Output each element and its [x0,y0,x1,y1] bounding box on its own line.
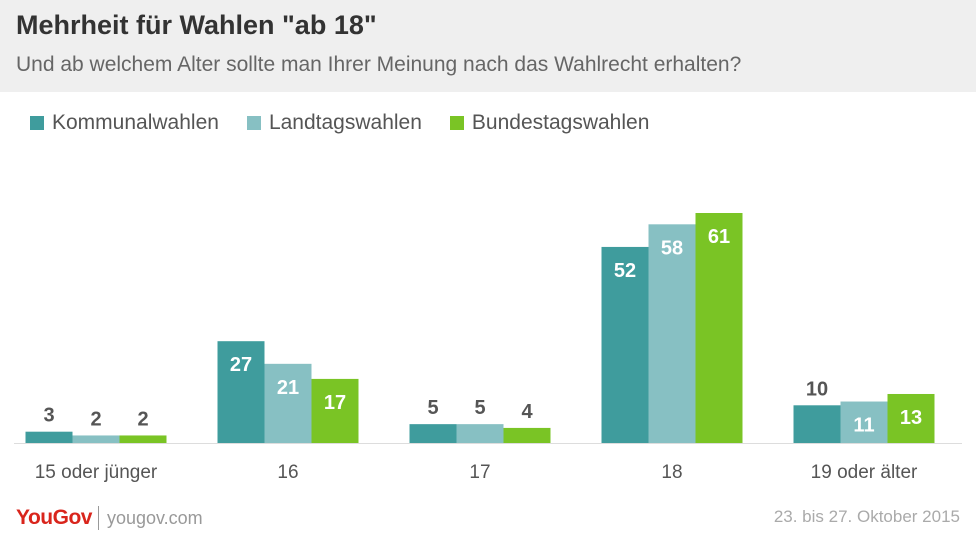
data-label-landtagswahlen-19-oder-lter: 11 [853,415,874,437]
bar-bundestagswahlen-18 [695,213,743,443]
data-label-landtagswahlen-18: 58 [661,237,683,259]
legend-label-kommunalwahlen: Kommunalwahlen [52,111,219,134]
data-label-kommunalwahlen-15-oder-j-nger: 3 [43,405,54,427]
bar-kommunalwahlen-19-oder-lter [793,405,841,443]
legend-label-bundestagswahlen: Bundestagswahlen [471,111,650,134]
x-tick-label-17: 17 [469,462,490,483]
legend-item-kommunalwahlen: Kommunalwahlen [30,111,219,135]
data-label-bundestagswahlen-16: 17 [324,392,346,414]
bar-landtagswahlen-19-oder-lter [840,401,888,443]
footer-url: yougov.com [106,507,203,528]
bar-chart: 3 2 2 15 oder jünger 27 21 17 16 5 5 4 17 52 58 61 18 10… [14,213,962,483]
bar-bundestagswahlen-19-oder-lter [887,393,935,443]
data-label-kommunalwahlen-17: 5 [427,397,438,419]
bar-landtagswahlen-16 [264,363,312,443]
legend: Kommunalwahlen Landtagswahlen Bundestags… [30,108,677,138]
data-label-bundestagswahlen-15-oder-j-nger: 2 [137,408,148,430]
legend-item-landtagswahlen: Landtagswahlen [246,111,422,135]
data-label-bundestagswahlen-17: 4 [521,401,533,423]
bar-kommunalwahlen-18 [601,246,649,443]
data-label-bundestagswahlen-19-oder-lter: 13 [900,407,922,429]
data-label-kommunalwahlen-16: 27 [230,354,252,376]
data-label-landtagswahlen-16: 21 [277,377,299,399]
legend-item-bundestagswahlen: Bundestagswahlen [449,111,650,135]
legend-swatch-landtagswahlen [246,116,261,130]
bar-kommunalwahlen-16 [217,341,265,443]
bar-bundestagswahlen-17 [503,427,551,443]
legend-swatch-bundestagswahlen [449,116,464,130]
yougov-logo: YouGov [16,506,92,529]
survey-date: 23. bis 27. Oktober 2015 [773,507,960,526]
x-tick-label-19-oder-lter: 19 oder älter [811,462,918,483]
bar-bundestagswahlen-15-oder-j-nger [119,435,167,443]
bar-kommunalwahlen-17 [409,424,457,443]
x-tick-label-18: 18 [661,462,682,483]
x-tick-label-15-oder-j-nger: 15 oder jünger [35,462,158,483]
data-label-kommunalwahlen-18: 52 [614,260,636,282]
data-label-kommunalwahlen-19-oder-lter: 10 [806,378,828,400]
bar-landtagswahlen-15-oder-j-nger [72,435,120,443]
chart-title: Mehrheit für Wahlen "ab 18" [16,10,377,40]
legend-label-landtagswahlen: Landtagswahlen [268,111,422,134]
data-label-landtagswahlen-15-oder-j-nger: 2 [90,408,101,430]
data-label-bundestagswahlen-18: 61 [708,226,730,248]
chart-subtitle: Und ab welchem Alter sollte man Ihrer Me… [16,53,742,76]
bar-landtagswahlen-18 [648,224,696,443]
bar-bundestagswahlen-16 [311,378,359,443]
footer-brand: YouGov yougov.com [16,503,203,533]
data-label-landtagswahlen-17: 5 [474,397,485,419]
footer-divider [97,506,99,530]
x-tick-label-16: 16 [277,462,298,483]
bar-landtagswahlen-17 [456,424,504,443]
legend-swatch-kommunalwahlen [30,116,44,130]
header: Mehrheit für Wahlen "ab 18" Und ab welch… [0,0,976,92]
bar-kommunalwahlen-15-oder-j-nger [25,431,73,443]
